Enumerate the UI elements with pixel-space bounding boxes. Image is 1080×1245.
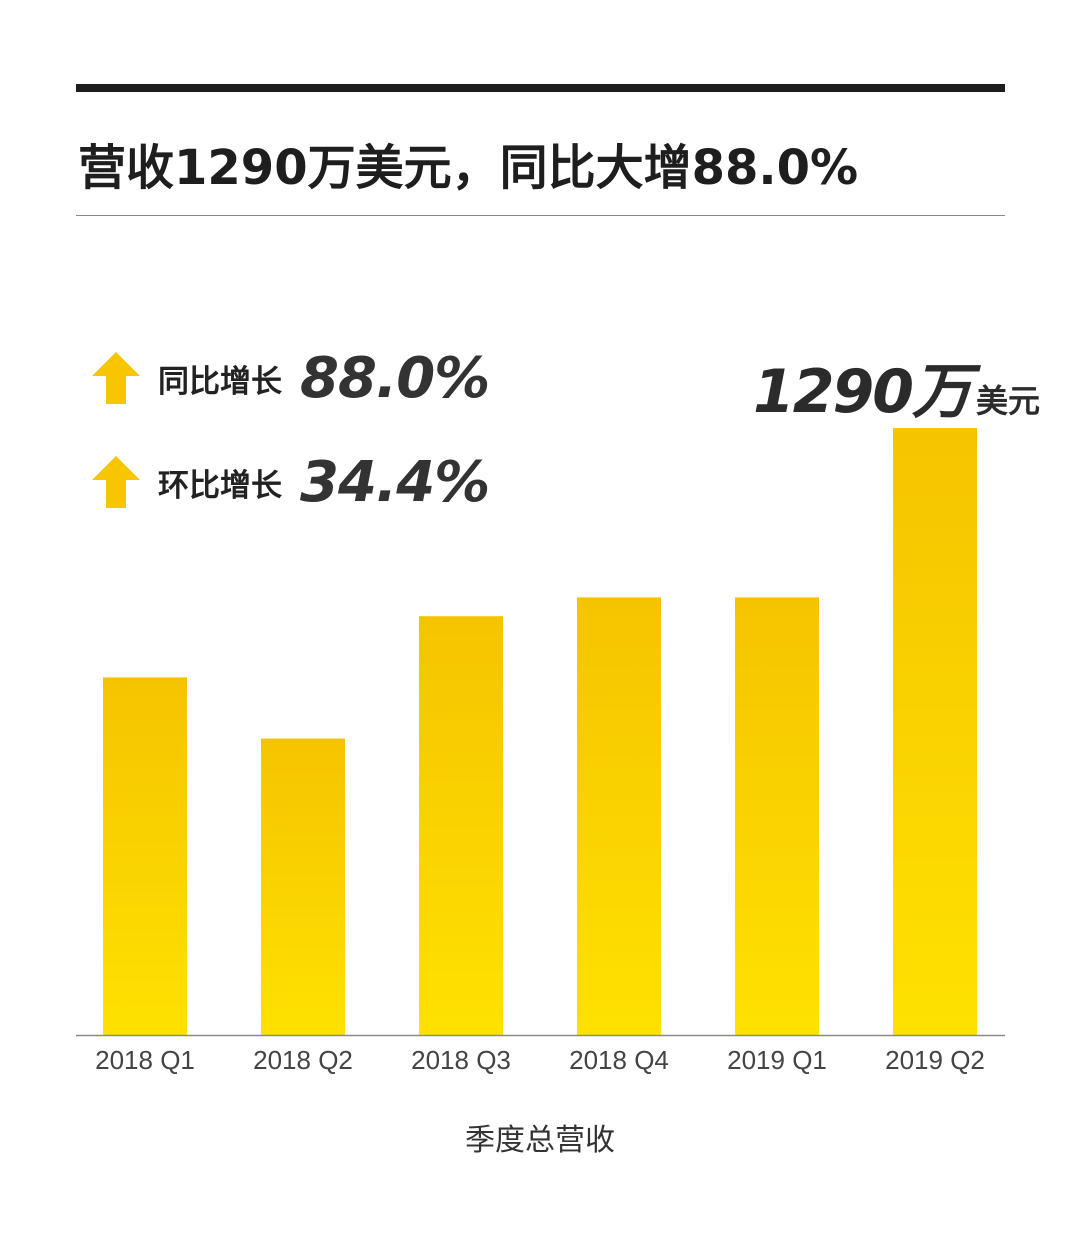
x-axis-title: 季度总营收: [465, 1123, 615, 1158]
up-arrow-icon: [92, 352, 140, 404]
bar-2018-q4: [577, 597, 661, 1035]
top-rule: [76, 84, 1005, 92]
x-tick-label: 2018 Q2: [253, 1045, 353, 1075]
x-tick-label: 2019 Q2: [885, 1045, 985, 1075]
x-tick-label: 2018 Q3: [411, 1045, 511, 1075]
x-tick-label: 2018 Q4: [569, 1045, 669, 1075]
yoy-growth-stat: 同比增长 88.0%: [92, 343, 490, 413]
up-arrow-icon: [92, 456, 140, 508]
bar-2019-q2: [893, 428, 977, 1035]
peak-value-label: 1290万 美元: [753, 343, 1040, 427]
peak-value: 1290万: [752, 357, 972, 427]
bar-2018-q1: [103, 677, 187, 1035]
yoy-growth-label: 同比增长: [158, 363, 282, 400]
qoq-growth-value: 34.4%: [300, 449, 490, 515]
qoq-growth-stat: 环比增长 34.4%: [92, 447, 490, 517]
bar-2019-q1: [735, 597, 819, 1035]
x-tick-labels: 2018 Q1 2018 Q2 2018 Q3 2018 Q4 2019 Q1 2019 …: [95, 1045, 985, 1075]
bar-2018-q3: [419, 616, 503, 1035]
title-divider: [76, 215, 1005, 216]
x-tick-label: 2019 Q1: [727, 1045, 827, 1075]
x-tick-label: 2018 Q1: [95, 1045, 195, 1075]
peak-unit: 美元: [975, 382, 1040, 420]
page-title: 营收1290万美元，同比大增88.0%: [78, 140, 859, 196]
bar-2018-q2: [261, 738, 345, 1035]
bars-group: [103, 428, 977, 1035]
yoy-growth-value: 88.0%: [300, 345, 490, 411]
qoq-growth-label: 环比增长: [158, 467, 282, 504]
